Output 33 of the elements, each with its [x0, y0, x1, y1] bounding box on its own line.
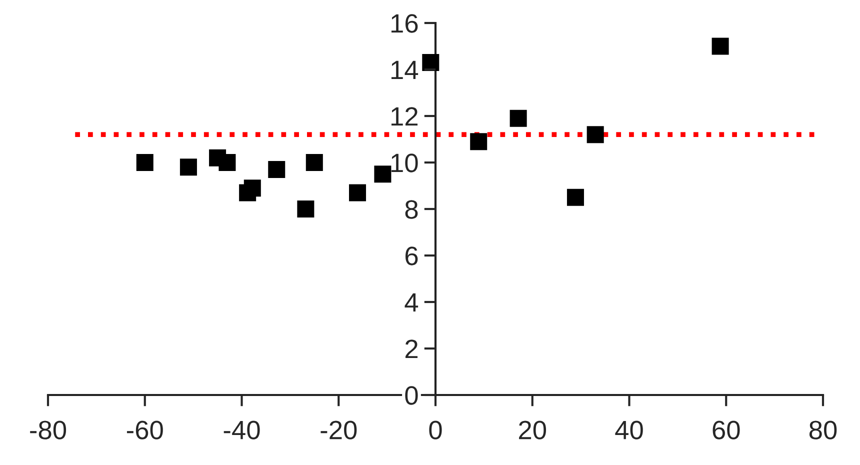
y-tick-label: 16 [391, 14, 418, 33]
y-tick-label: 6 [406, 246, 418, 266]
point [180, 158, 197, 176]
point [349, 184, 366, 202]
point [712, 38, 729, 55]
x-tick-label: -40 [224, 420, 260, 440]
point [136, 154, 154, 172]
point [244, 180, 261, 197]
x-tick-label: 20 [519, 420, 546, 440]
point [586, 126, 604, 144]
y-tick-label: 10 [391, 154, 418, 172]
x-tick-label: 0 [429, 420, 442, 440]
x-tick-label: 40 [615, 420, 643, 440]
x-tick-label: -80 [30, 420, 66, 440]
point [306, 154, 323, 172]
x-tick-label: 80 [809, 420, 837, 440]
point [297, 200, 314, 218]
point [566, 188, 584, 206]
y-tick-label: 0 [405, 386, 418, 405]
point [510, 110, 527, 127]
point [268, 160, 286, 178]
point [422, 54, 440, 72]
x-tick-label: -20 [320, 420, 357, 440]
y-tick-label: 8 [405, 200, 418, 219]
x-tick-label: -60 [126, 420, 163, 440]
y-tick-label: 2 [405, 340, 418, 358]
point [374, 166, 392, 183]
point [470, 133, 488, 150]
y-tick-label: 14 [391, 60, 418, 80]
point [218, 154, 236, 172]
x-tick-label: 60 [712, 420, 740, 440]
y-tick-label: 4 [404, 293, 418, 312]
y-tick-label: 12 [391, 107, 418, 126]
